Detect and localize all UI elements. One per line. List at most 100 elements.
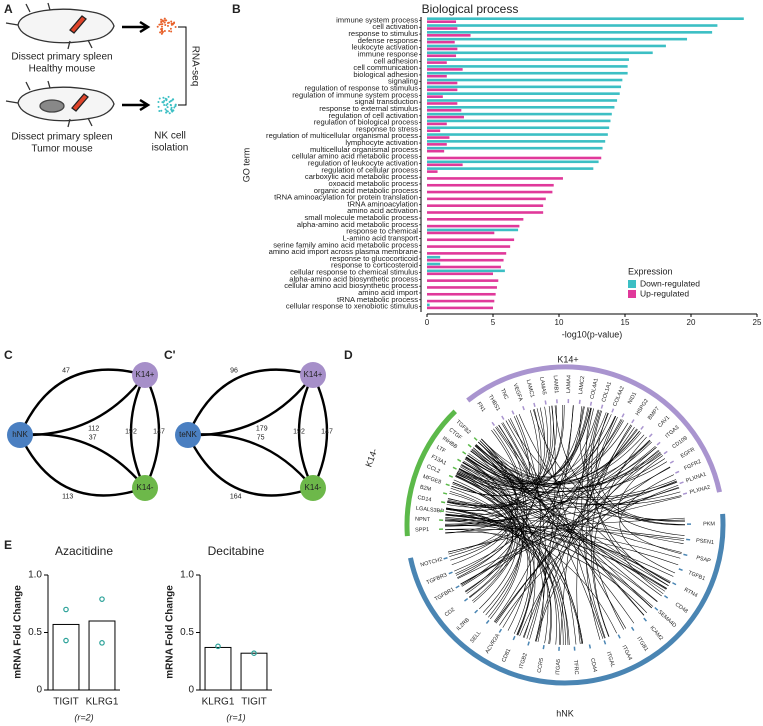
bar	[427, 65, 628, 68]
y-tick-label: regulation of leukocyte activation	[308, 159, 418, 168]
gene-label: TGFB1	[687, 570, 706, 582]
chord	[481, 415, 616, 478]
chord	[482, 428, 528, 613]
gene-label: CD2	[444, 607, 456, 618]
cell-dot	[159, 31, 162, 34]
legend-swatch	[628, 290, 636, 298]
x-tick-label: 15	[621, 318, 630, 327]
cell-dot	[168, 112, 171, 115]
y-tick-label: regulation of response to stimulus	[304, 84, 418, 93]
bar	[427, 183, 554, 187]
gene-label: ITGA3	[665, 425, 681, 440]
chord	[458, 447, 657, 494]
gene-label: PSAP	[696, 555, 712, 564]
cell-dot	[172, 109, 175, 112]
data-point	[99, 596, 105, 602]
chord	[445, 513, 674, 577]
bar	[427, 286, 497, 289]
bar	[427, 99, 618, 102]
bar	[427, 228, 519, 232]
bar	[427, 115, 464, 119]
gene-label: SPP1	[415, 527, 429, 533]
panel-label: B	[232, 2, 241, 16]
edge	[311, 374, 329, 489]
node-label: K14+	[136, 370, 155, 379]
gene-tick	[491, 421, 496, 426]
gene-tick	[527, 641, 530, 646]
gene-label: THBS1	[487, 394, 501, 412]
gene-label: RTN4	[683, 587, 698, 599]
chart-title: Azacitidine	[55, 544, 113, 558]
gene-tick	[473, 437, 478, 441]
chord	[579, 406, 685, 525]
chord	[445, 441, 652, 527]
chord	[502, 413, 609, 628]
gene-label: FGFR2	[683, 459, 702, 472]
y-tick-label: multicellular organismal process	[310, 145, 418, 154]
chord	[446, 416, 530, 511]
gene-tick	[672, 582, 677, 586]
gene-label: NPNT	[415, 517, 431, 524]
edge-label: 96	[230, 368, 238, 375]
gene-label: TFRC	[572, 660, 579, 675]
cell-dot	[168, 21, 171, 24]
panel-label: C	[4, 348, 13, 362]
bar	[427, 245, 511, 248]
x-tick-label: 5	[491, 318, 496, 327]
cell-dot	[174, 103, 177, 106]
gene-tick	[448, 571, 453, 575]
bar	[427, 47, 458, 51]
cell-dot	[156, 25, 159, 28]
cell-dot	[173, 21, 176, 24]
cell-dot	[165, 111, 168, 114]
gene-tick	[678, 568, 683, 572]
gene-label: LAMC2	[578, 376, 586, 395]
gene-label: HSPG2	[635, 398, 650, 417]
chord	[447, 502, 658, 603]
gene-label: ITGAL	[605, 651, 616, 668]
chord	[461, 410, 540, 586]
y-tick-label: response to corticosteroid	[331, 261, 418, 270]
cell-dot	[169, 27, 172, 30]
y-tick-label: regulation of biological process	[314, 118, 418, 127]
chord	[446, 508, 552, 645]
y-tick-label: biological adhesion	[353, 70, 418, 79]
data-point	[99, 640, 105, 646]
y-tick-label: alpha-amino acid metabolic process	[297, 220, 418, 229]
gene-label: CD44	[589, 658, 598, 673]
cell-dot	[170, 30, 173, 33]
chord	[455, 475, 666, 592]
bar	[427, 27, 458, 30]
bar	[427, 170, 438, 173]
gene-tick	[462, 451, 467, 455]
chord	[477, 432, 642, 482]
gene-label: NID1	[627, 391, 638, 405]
gene-tick	[544, 400, 547, 405]
bar	[427, 269, 505, 273]
y-tick-label: organic acid metabolic process	[314, 186, 418, 195]
cell-dot	[160, 18, 163, 21]
group-label: K14+	[557, 354, 578, 364]
gene-label: COL4A1	[590, 378, 600, 400]
node-label: K14+	[304, 370, 323, 379]
bar	[427, 299, 495, 303]
mouse	[17, 86, 115, 122]
legend-swatch	[628, 280, 636, 288]
gene-label: NOTCH2	[420, 557, 443, 569]
note: (r=1)	[226, 712, 245, 722]
x-tick-label: KLRG1	[202, 697, 235, 708]
bar	[427, 133, 608, 136]
schematic-text: Tumor mouse	[31, 144, 93, 155]
chord	[449, 429, 638, 557]
x-tick-label: 25	[753, 318, 762, 327]
gene-label: LAMA4	[566, 375, 572, 393]
gene-tick	[631, 419, 635, 424]
chord	[445, 424, 523, 516]
edge	[187, 433, 314, 489]
chord	[445, 409, 599, 534]
chord	[586, 410, 625, 630]
cell-dot	[165, 98, 168, 101]
x-axis-label: -log10(p-value)	[562, 329, 623, 339]
panel-label: C'	[164, 348, 176, 362]
